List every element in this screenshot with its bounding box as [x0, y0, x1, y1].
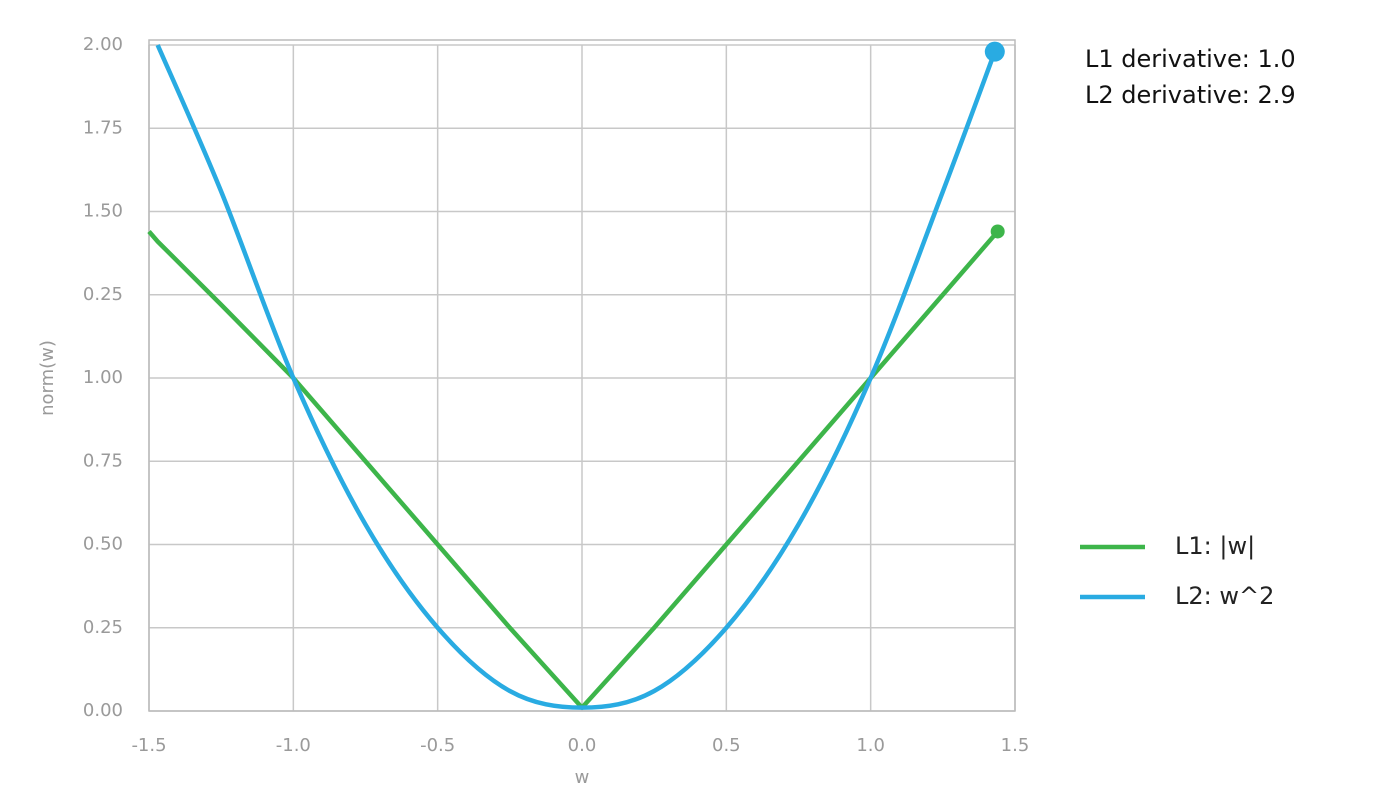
legend-label: L2: w^2	[1175, 582, 1274, 610]
y-tick-label: 1.00	[83, 367, 123, 388]
x-tick-label: 0.0	[568, 735, 597, 756]
y-tick-label: 0.00	[83, 700, 123, 721]
x-axis-label: w	[575, 767, 590, 788]
y-tick-label: 0.25	[83, 617, 123, 638]
y-tick-label: 0.75	[83, 450, 123, 471]
point-marker	[990, 224, 1005, 239]
point-marker	[984, 41, 1005, 62]
plot-frame	[148, 39, 1016, 712]
x-tick-label: 1.0	[856, 735, 885, 756]
y-tick-label: 1.50	[83, 201, 123, 222]
x-tick-label: -1.5	[131, 735, 166, 756]
series-line	[155, 44, 997, 710]
y-tick-label: 0.50	[83, 534, 123, 555]
y-tick-label: 0.25	[83, 284, 123, 305]
legend-label: L1: |w|	[1175, 532, 1255, 560]
x-tick-label: 0.5	[712, 735, 741, 756]
y-axis-label: norm(w)	[37, 340, 58, 416]
annotation: L2 derivative: 2.9	[1085, 81, 1296, 109]
y-tick-label: 1.75	[83, 117, 123, 138]
annotation: L1 derivative: 1.0	[1085, 45, 1296, 73]
y-tick-label: 2.00	[83, 34, 123, 55]
x-tick-label: -0.5	[420, 735, 455, 756]
x-tick-label: 1.5	[1001, 735, 1030, 756]
x-tick-label: -1.0	[276, 735, 311, 756]
